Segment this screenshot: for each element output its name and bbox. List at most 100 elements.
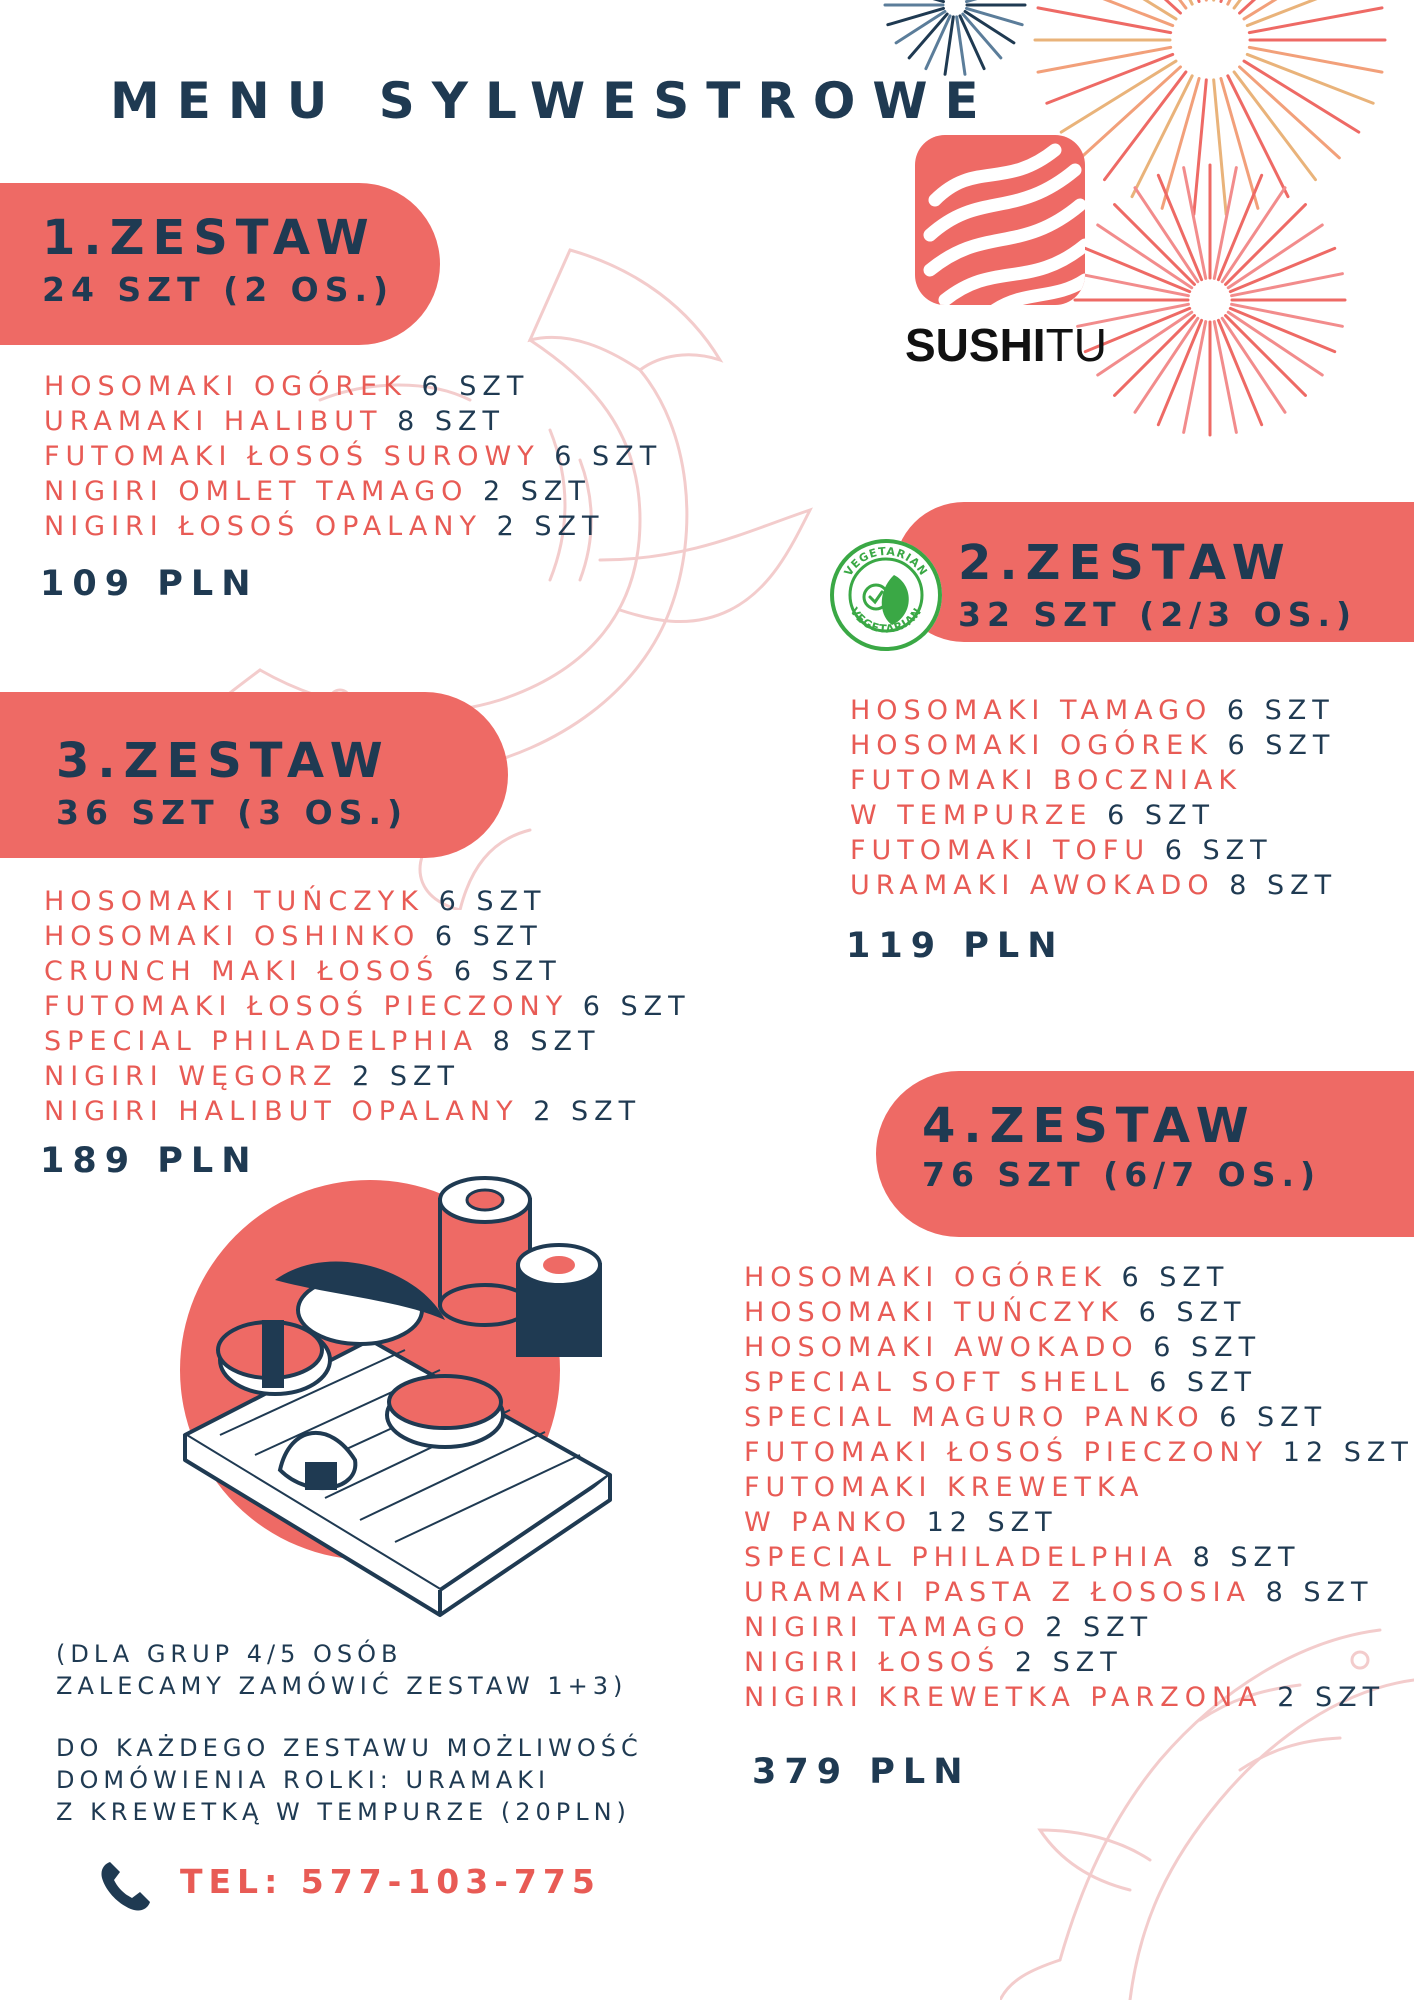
firework-ray [1230,302,1344,328]
menu-item-qty: 6 SZT [1227,730,1336,761]
set-3-items: HOSOMAKI TUŃCZYK 6 SZT HOSOMAKI OSHINKO 6… [44,884,691,1129]
firework-ray [886,6,945,27]
menu-item-qty: 6 SZT [1121,1262,1230,1293]
firework-ray [1226,223,1324,290]
firework-ray [961,12,1003,60]
menu-item-name: FUTOMAKI ŁOSOŚ PIECZONY [744,1437,1269,1468]
menu-item-name: HOSOMAKI AWOKADO [744,1332,1139,1363]
menu-item-qty: 6 SZT [438,886,547,917]
firework-ray [1232,70,1317,182]
set-2-price: 119 PLN [846,926,1065,966]
firework-ray [1224,314,1307,397]
group-note: (DLA GRUP 4/5 OSÓB ZALECAMY ZAMÓWIĆ ZEST… [56,1638,627,1702]
firework-ray [943,15,955,76]
firework-ray [924,14,952,71]
firework-ray [1182,320,1208,434]
menu-item-name: NIGIRI TAMAGO [744,1612,1031,1643]
firework-ray [1242,59,1361,134]
menu-item-name: NIGIRI ŁOSOŚ [744,1647,1001,1678]
fireworks-icon [883,0,1387,437]
menu-item: W TEMPURZE 6 SZT [850,798,1337,833]
menu-item-name: HOSOMAKI TAMAGO [850,695,1213,726]
menu-item-qty: 2 SZT [1014,1647,1123,1678]
menu-item: SPECIAL MAGURO PANKO 6 SZT [744,1400,1414,1435]
firework-ray [1247,6,1384,35]
set-1-title: 1.ZESTAW [42,210,377,266]
menu-item-name: HOSOMAKI OGÓREK [44,371,407,402]
set-4-title: 4.ZESTAW [922,1098,1257,1154]
firework-ray [965,6,1024,27]
menu-item-qty: 6 SZT [1226,695,1335,726]
menu-item-qty: 6 SZT [1164,835,1273,866]
set-1-subtitle: 24 SZT (2 OS.) [42,270,395,309]
menu-item-qty: 8 SZT [397,406,505,437]
menu-item: FUTOMAKI ŁOSOŚ PIECZONY 6 SZT [44,989,691,1024]
menu-item: HOSOMAKI OGÓREK 6 SZT [850,728,1337,763]
firework-ray [1059,59,1178,134]
menu-item-qty: 2 SZT [1045,1612,1154,1643]
menu-item-name: NIGIRI KREWETKA PARZONA [744,1682,1263,1713]
firework-ray [1156,173,1204,282]
set-4-subtitle: 76 SZT (6/7 OS.) [922,1155,1322,1194]
menu-item-name: HOSOMAKI TUŃCZYK [44,886,424,917]
firework-ray [1156,318,1204,427]
menu-item-qty: 8 SZT [1192,1542,1301,1573]
set-4-price: 379 PLN [752,1752,971,1792]
firework-ray [963,9,1016,45]
menu-item-name: SPECIAL SOFT SHELL [744,1367,1135,1398]
menu-item: NIGIRI ŁOSOŚ OPALANY 2 SZT [44,509,662,544]
sushitu-logo: SUSHITU [905,130,1107,371]
set-3-subtitle: 36 SZT (3 OS.) [56,793,409,832]
sushi-platter-illustration [180,1176,612,1617]
firework-ray [1212,78,1228,216]
menu-item-name: NIGIRI ŁOSOŚ OPALANY [44,511,482,542]
menu-item: URAMAKI AWOKADO 8 SZT [850,868,1337,903]
set-3-title: 3.ZESTAW [56,733,391,789]
menu-item-qty: 2 SZT [352,1061,461,1092]
firework-ray [1238,65,1341,160]
extra-note-line-3: Z KREWETKĄ W TEMPURZE (20PLN) [56,1798,631,1826]
extra-note-line-1: DO KAŻDEGO ZESTAWU MOŻLIWOŚĆ [56,1734,643,1762]
set-2-subtitle: 32 SZT (2/3 OS.) [958,595,1358,634]
set-3-header [0,692,508,858]
firework-ray [1212,320,1238,434]
menu-item: FUTOMAKI KREWETKA [744,1470,1414,1505]
menu-item-name: HOSOMAKI OSHINKO [44,921,421,952]
firework-ray [1220,316,1287,414]
firework-ray [955,15,967,76]
extra-roll-note: DO KAŻDEGO ZESTAWU MOŻLIWOŚĆ DOMÓWIENIA … [56,1732,643,1828]
menu-item-name: NIGIRI WĘGORZ [44,1061,338,1092]
phone-number[interactable]: TEL: 577-103-775 [180,1862,601,1901]
set-3-price: 189 PLN [40,1141,259,1181]
menu-item: FUTOMAKI ŁOSOŚ PIECZONY 12 SZT [744,1435,1414,1470]
menu-item: FUTOMAKI BOCZNIAK [850,763,1337,798]
menu-item: NIGIRI TAMAGO 2 SZT [744,1610,1414,1645]
menu-item-qty: 6 SZT [1219,1402,1328,1433]
firework-ray [1142,0,1178,21]
firework-ray [907,12,949,60]
menu-item: NIGIRI ŁOSOŚ 2 SZT [744,1645,1414,1680]
firework-ray [1219,76,1260,210]
menu-item-name: NIGIRI HALIBUT OPALANY [44,1096,519,1127]
firework-ray [1212,166,1238,280]
menu-item-name: W PANKO [744,1507,912,1538]
firework-ray [1182,166,1208,280]
firework-ray [958,14,986,71]
menu-item-name: FUTOMAKI ŁOSOŚ PIECZONY [44,991,569,1022]
firework-ray [1226,74,1290,199]
menu-item: CRUNCH MAKI ŁOSOŚ 6 SZT [44,954,691,989]
firework-ray [1103,70,1188,182]
firework-ray [1130,74,1194,199]
menu-item: SPECIAL PHILADELPHIA 8 SZT [44,1024,691,1059]
menu-item-qty: 2 SZT [496,511,605,542]
logo-brand-bold: SUSHI [905,319,1046,371]
firework-ray [1083,306,1192,354]
firework-ray [1224,203,1307,286]
firework-ray [1083,246,1192,294]
group-note-line-2: ZALECAMY ZAMÓWIĆ ZESTAW 1+3) [56,1672,628,1700]
menu-item-qty: 6 SZT [453,956,562,987]
menu-item-name: SPECIAL PHILADELPHIA [44,1026,478,1057]
menu-item-qty: 2 SZT [483,476,591,507]
page-title: MENU SYLWESTROWE [110,72,996,130]
menu-item: HOSOMAKI TUŃCZYK 6 SZT [744,1295,1414,1330]
